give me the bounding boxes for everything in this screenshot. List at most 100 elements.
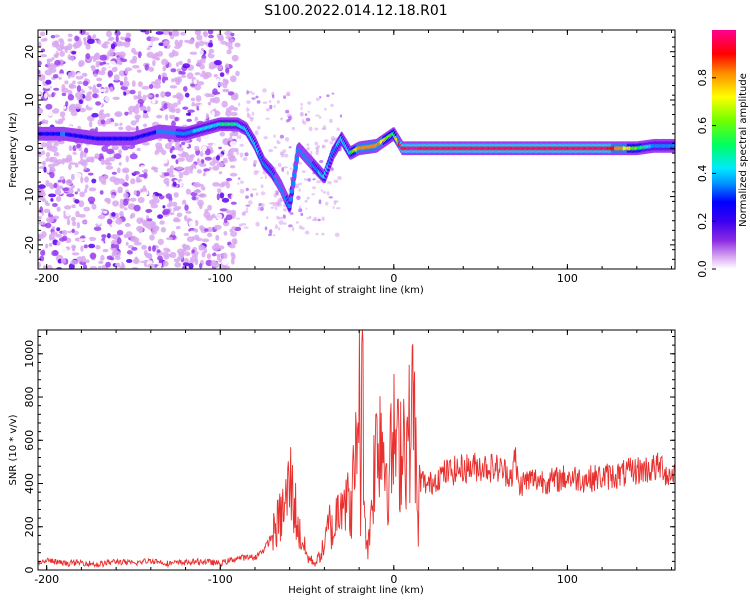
spectrogram-noise-cell xyxy=(128,111,133,115)
spectrogram-noise-cell xyxy=(178,172,184,179)
spectrogram-noise-cell xyxy=(146,105,151,113)
spectrogram-noise-cell xyxy=(295,221,299,224)
spectrogram-noise-cell xyxy=(133,190,137,196)
spectrogram-noise-cell xyxy=(177,228,182,234)
spectrogram-noise-cell xyxy=(221,100,228,108)
spectrogram-noise-cell xyxy=(74,163,79,168)
spectrogram-noise-cell xyxy=(220,186,227,193)
spectrogram-noise-cell xyxy=(98,176,107,183)
colorbar-tick-label: 0.6 xyxy=(696,117,709,135)
spectrogram-noise-cell xyxy=(122,80,130,88)
spectrogram-noise-cell xyxy=(132,258,140,265)
spectrogram-noise-cell xyxy=(298,205,302,208)
spectrogram-noise-cell xyxy=(70,231,75,239)
spectrogram-noise-cell xyxy=(307,178,311,182)
spectrogram-noise-cell xyxy=(176,166,184,171)
spectrogram-noise-cell xyxy=(193,182,201,188)
spectrogram-noise-cell xyxy=(251,97,256,100)
spectrogram-noise-cell xyxy=(186,72,194,80)
spectrogram-noise-cell xyxy=(230,201,237,205)
spectrogram-noise-cell xyxy=(298,188,301,192)
spectrogram-noise-cell xyxy=(207,204,213,211)
spectrogram-noise-cell xyxy=(56,196,62,202)
spectrogram-noise-cell xyxy=(56,227,61,232)
spectrogram-noise-cell xyxy=(129,95,134,101)
spectrogram-noise-cell xyxy=(95,244,101,250)
spectrogram-noise-cell xyxy=(111,221,117,229)
spectrogram-noise-cell xyxy=(71,220,77,227)
spectrogram-noise-cell xyxy=(141,244,147,250)
y-tick-label: 800 xyxy=(23,387,36,408)
spectrogram-noise-cell xyxy=(203,88,209,93)
spectrogram-noise-cell xyxy=(265,108,271,112)
spectrogram-noise-cell xyxy=(60,210,64,214)
spectrogram-noise-cell xyxy=(135,117,140,123)
spectrogram-noise-cell xyxy=(114,205,118,211)
spectrogram-noise-cell xyxy=(133,51,139,55)
spectrogram-noise-cell xyxy=(54,34,60,38)
spectrogram-noise-cell xyxy=(76,221,81,229)
spectrogram-noise-cell xyxy=(130,178,136,185)
spectrogram-noise-cell xyxy=(212,143,216,149)
spectrogram-noise-cell xyxy=(236,135,240,139)
spectrogram-noise-cell xyxy=(150,203,159,209)
spectrogram-noise-cell xyxy=(203,168,211,172)
spectrogram-noise-cell xyxy=(242,212,246,216)
spectrogram-noise-cell xyxy=(40,142,48,148)
spectrogram-noise-cell xyxy=(101,234,107,239)
spectrogram-noise-cell xyxy=(222,88,229,93)
spectrogram-noise-cell xyxy=(49,147,53,152)
spectrogram-noise-cell xyxy=(58,38,64,43)
spectrogram-noise-cell xyxy=(46,151,50,158)
spectrogram-noise-cell xyxy=(61,178,66,184)
spectrogram-noise-cell xyxy=(115,35,119,43)
spectrogram-noise-cell xyxy=(180,31,186,36)
spectrogram-noise-cell xyxy=(148,245,152,252)
spectrogram-noise-cell xyxy=(100,254,105,262)
spectrogram-noise-cell xyxy=(45,157,50,162)
spectrogram-noise-cell xyxy=(321,232,325,236)
spectrogram-noise-cell xyxy=(336,127,340,131)
spectrogram-noise-cell xyxy=(304,199,308,203)
spectrogram-noise-cell xyxy=(111,144,119,151)
spectrogram-noise-cell xyxy=(231,238,238,245)
spectrogram-noise-cell xyxy=(112,96,120,101)
spectrogram-noise-cell xyxy=(307,101,312,105)
spectrogram-noise-cell xyxy=(83,206,91,212)
spectrogram-noise-cell xyxy=(269,202,274,205)
spectrogram-noise-cell xyxy=(219,131,226,137)
spectrogram-noise-cell xyxy=(210,260,218,267)
spectrogram-noise-cell xyxy=(162,251,169,258)
spectrogram-noise-cell xyxy=(163,103,168,110)
spectrogram-noise-cell xyxy=(274,224,278,230)
spectrogram-noise-cell xyxy=(142,94,147,102)
spectrogram-noise-cell xyxy=(69,70,76,78)
spectrogram-noise-cell xyxy=(176,225,181,230)
spectrogram-noise-cell xyxy=(133,107,140,115)
spectrogram-noise-cell xyxy=(164,91,172,97)
spectrogram-noise-cell xyxy=(73,41,81,49)
spectrogram-noise-cell xyxy=(143,250,148,256)
spectrogram-noise-cell xyxy=(282,208,288,212)
spectrogram-noise-cell xyxy=(46,166,50,174)
spectrogram-noise-cell xyxy=(111,206,115,211)
spectrogram-noise-cell xyxy=(312,186,316,190)
spectrogram-noise-cell xyxy=(123,41,131,48)
spectrogram-noise-cell xyxy=(131,67,136,75)
spectrogram-noise-cell xyxy=(161,58,169,66)
spectrogram-noise-cell xyxy=(224,172,230,178)
spectrogram-noise-cell xyxy=(215,234,220,241)
spectrogram-noise-cell xyxy=(327,191,330,196)
spectrogram-noise-cell xyxy=(315,232,319,236)
spectrogram-noise-cell xyxy=(224,149,229,156)
spectrogram-noise-cell xyxy=(216,155,220,161)
spectrogram-noise-cell xyxy=(204,208,209,214)
spectrogram-noise-cell xyxy=(245,187,249,192)
snr-ylabel: SNR (10 * v/v) xyxy=(8,414,19,485)
spectrogram-noise-cell xyxy=(100,119,106,125)
spectrogram-noise-cell xyxy=(95,60,100,68)
spectrogram-noise-cell xyxy=(88,121,93,128)
spectrogram-noise-cell xyxy=(67,72,72,79)
spectrogram-noise-cell xyxy=(87,196,96,203)
spectrogram-noise-cell xyxy=(81,72,88,77)
